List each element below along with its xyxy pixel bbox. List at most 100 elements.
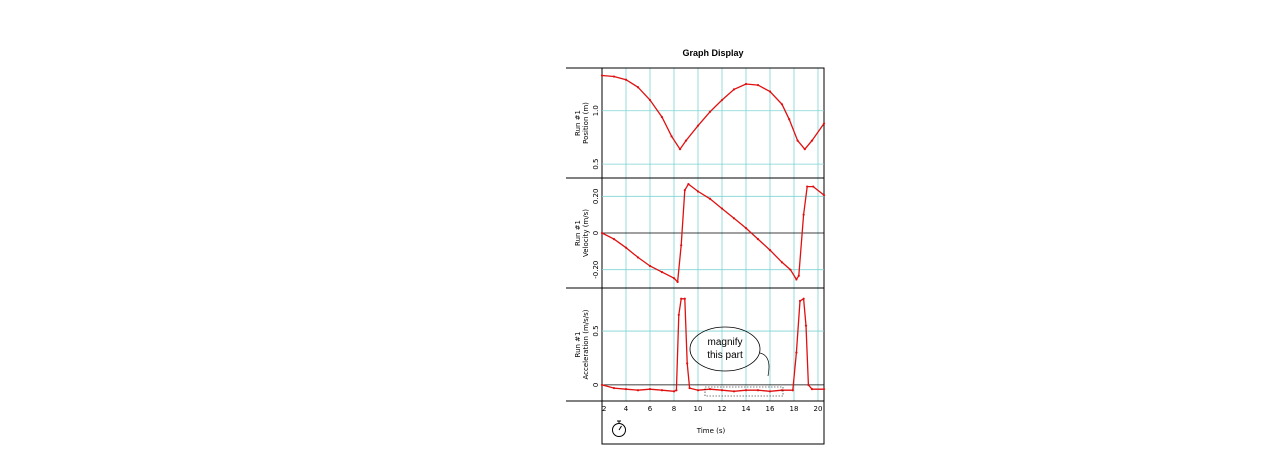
data-point <box>720 207 724 210</box>
annotation-pointer <box>759 352 770 377</box>
data-point <box>612 75 616 78</box>
grid-lines <box>602 68 824 401</box>
data-point <box>720 389 724 392</box>
data-point <box>683 189 686 192</box>
x-tick-label: 18 <box>790 405 799 413</box>
data-point <box>810 139 814 142</box>
data-point <box>684 139 688 142</box>
data-point <box>696 190 700 193</box>
data-point <box>795 351 798 354</box>
y-tick-label: 0.5 <box>592 325 600 336</box>
data-point <box>797 274 800 277</box>
data-point <box>660 271 664 274</box>
data-point <box>768 249 772 252</box>
x-tick-label: 8 <box>672 405 676 413</box>
y-tick-label: 0 <box>592 383 600 387</box>
data-point <box>648 264 652 268</box>
data-point <box>678 148 682 151</box>
data-point <box>732 390 736 393</box>
data-point <box>744 82 748 86</box>
y-tick-label: -0.20 <box>592 261 600 279</box>
data-point <box>636 389 640 392</box>
data-point <box>672 390 676 393</box>
data-point <box>680 297 683 300</box>
zero-lines <box>602 232 824 386</box>
y-axis-label: Run #1 <box>574 332 582 358</box>
data-point <box>732 217 736 220</box>
y-tick-label: 0.5 <box>592 159 600 170</box>
y-axis-label: Velocity (m/s) <box>582 209 590 257</box>
x-tick-label: 2 <box>602 405 606 413</box>
data-point <box>756 238 760 241</box>
annotation-magnify: magnify this part <box>689 326 784 397</box>
data-point <box>795 278 798 281</box>
x-tick-label: 16 <box>766 405 775 413</box>
data-point <box>600 74 604 77</box>
data-point <box>802 297 805 300</box>
y-tick-label: 0 <box>592 231 600 235</box>
data-point <box>791 389 794 392</box>
data-point <box>822 388 826 391</box>
data-point <box>677 313 680 317</box>
data-point <box>636 256 640 259</box>
data-point <box>708 110 712 113</box>
data-point <box>807 383 810 386</box>
data-point <box>798 299 802 303</box>
y-axis-labels: Run #1 Position (m)Run #1 Velocity (m/s)Ru… <box>574 102 590 380</box>
data-point <box>768 90 772 93</box>
x-tick-label: 10 <box>694 405 703 413</box>
data-point <box>683 297 686 300</box>
data-point <box>696 389 700 392</box>
data-point <box>708 197 712 200</box>
data-point <box>756 389 760 392</box>
data-point <box>789 268 792 271</box>
y-axis-label: Run #1 <box>574 220 582 246</box>
annotation-region-box <box>704 386 784 397</box>
data-point <box>675 389 678 392</box>
data-point <box>822 122 826 125</box>
y-axis-label: Run #1 <box>574 110 582 136</box>
data-point <box>686 362 689 365</box>
x-tick-label: 20 <box>814 405 823 413</box>
data-point <box>744 389 748 392</box>
data-point <box>624 388 628 391</box>
data-point <box>720 98 724 102</box>
x-tick-label: 4 <box>624 405 629 413</box>
stopwatch-icon[interactable] <box>612 420 626 437</box>
data-point <box>806 185 809 188</box>
x-tick-label: 12 <box>718 405 727 413</box>
x-axis-label: Time (s) <box>696 427 726 435</box>
data-point <box>612 238 616 241</box>
data-point <box>812 185 815 188</box>
data-point <box>780 103 784 106</box>
data-point <box>822 194 826 197</box>
series-line-position <box>601 74 825 151</box>
series-layer <box>600 74 826 393</box>
data-point <box>600 383 604 386</box>
data-point <box>802 213 805 216</box>
data-point <box>796 139 799 142</box>
data-point <box>788 118 791 121</box>
y-tick-labels: 1.0 0.5 0.20 0 -0.20 0.5 0 <box>592 105 600 387</box>
data-point <box>612 386 616 390</box>
data-point <box>660 389 664 392</box>
data-point <box>672 277 676 280</box>
data-point <box>744 227 748 230</box>
data-point <box>780 389 784 392</box>
data-point <box>624 78 628 81</box>
data-point <box>780 261 784 264</box>
x-tick-labels: 2 4 6 8 10 12 14 16 18 20 <box>602 405 822 413</box>
x-tick-label: 6 <box>648 405 653 413</box>
data-point <box>708 388 712 391</box>
data-point <box>680 244 683 247</box>
data-point <box>660 116 664 119</box>
data-point <box>648 388 652 391</box>
data-point <box>810 388 814 391</box>
annotation-line-2: this part <box>707 350 743 361</box>
data-point <box>687 183 690 186</box>
data-point <box>600 231 604 235</box>
data-point <box>624 246 628 249</box>
chart-title: Graph Display <box>682 48 744 58</box>
data-point <box>676 280 679 283</box>
